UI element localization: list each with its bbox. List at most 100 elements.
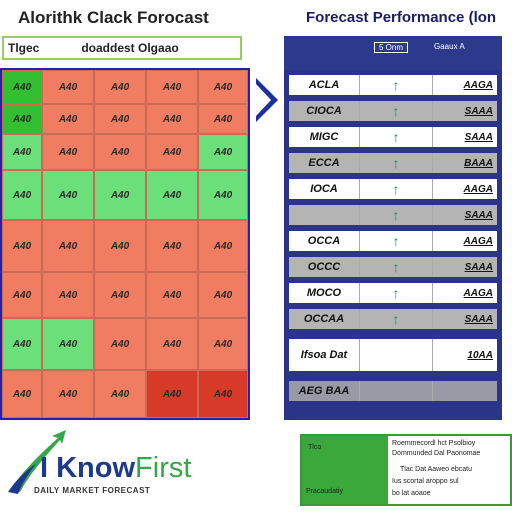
heatmap-cell: A40 <box>42 104 94 134</box>
arrow-up-icon: ↑ <box>392 103 400 119</box>
row-value: SAAA <box>464 261 493 273</box>
row-name: Ifsoa Dat <box>289 339 360 371</box>
row-value: BAAA <box>464 157 493 169</box>
logo-name-main: I Know <box>40 452 136 484</box>
heatmap-cell: A40 <box>2 134 42 170</box>
row-name: CIOCA <box>289 101 360 121</box>
table-row: CIOCA ↑ SAAA <box>288 100 498 122</box>
table-row: OCCA ↑ AAGA <box>288 230 498 252</box>
row-value: SAAA <box>464 313 493 325</box>
row-trend: ↑ <box>360 231 433 251</box>
legend-line: Dommunded Dal Paonomae <box>392 450 481 457</box>
row-value: AAGA <box>463 235 493 247</box>
arrow-up-icon: ↑ <box>392 311 400 327</box>
arrow-up-icon: ↑ <box>392 129 400 145</box>
heatmap-cell: A40 <box>146 70 198 104</box>
heatmap-cell: A40 <box>146 220 198 272</box>
subheader-right-label: doaddest Olgaao <box>81 41 179 55</box>
row-name: ACLA <box>289 75 360 95</box>
arrow-up-icon: ↑ <box>392 207 400 223</box>
logo-name-accent: First <box>135 452 192 484</box>
row-trend: ↑ <box>360 101 433 121</box>
logo-swoosh-icon <box>8 430 66 494</box>
table-row: OCCAA ↑ SAAA <box>288 308 498 330</box>
table-row: MIGC ↑ SAAA <box>288 126 498 148</box>
subheader-left-label: Tlgec <box>8 41 40 55</box>
arrow-up-icon: ↑ <box>392 181 400 197</box>
row-value: AAGA <box>463 79 493 91</box>
performance-table-header: 5 Onm Gaaux A <box>284 36 502 70</box>
legend-green-label: Tlco <box>308 444 322 451</box>
legend-green-panel: Tlco Pracaudatiy <box>302 436 388 504</box>
logo-tagline: DAILY MARKET FORECAST <box>34 486 151 495</box>
row-name: MOCO <box>289 283 360 303</box>
heatmap-cell: A40 <box>42 272 94 318</box>
row-trend <box>360 381 433 401</box>
table-row: ACLA ↑ AAGA <box>288 74 498 96</box>
legend-line: Tlac Dat Aaweo ebcatu <box>400 466 472 473</box>
heatmap-cell: A40 <box>146 272 198 318</box>
algorithm-forecast-title: Alorithk Clack Forocast <box>18 8 209 27</box>
arrow-up-icon: ↑ <box>392 77 400 93</box>
row-name: OCCAA <box>289 309 360 329</box>
heatmap-cell: A40 <box>94 272 146 318</box>
forecast-heatmap: A40 A40 A40 A40 A40 A40 A40 A40 A40 A40 A40 A40 A40 A… <box>0 68 250 420</box>
heatmap-cell: A40 <box>94 70 146 104</box>
heatmap-cell: A40 <box>42 220 94 272</box>
arrow-up-icon: ↑ <box>392 259 400 275</box>
legend-box: Tlco Pracaudatiy Roemmecordl hct Psolbio… <box>300 434 512 506</box>
table-row: ↑ SAAA <box>288 204 498 226</box>
table-row: AEG BAA <box>288 380 498 402</box>
heatmap-cell: A40 <box>2 318 42 370</box>
row-name: OCCA <box>289 231 360 251</box>
heatmap-cell: A40 <box>94 370 146 418</box>
row-name: ECCA <box>289 153 360 173</box>
row-name: AEG BAA <box>289 381 360 401</box>
row-name: OCCC <box>289 257 360 277</box>
heatmap-cell: A40 <box>198 70 248 104</box>
row-name: IOCA <box>289 179 360 199</box>
heatmap-cell: A40 <box>42 370 94 418</box>
row-value: SAAA <box>464 209 493 221</box>
heatmap-cell: A40 <box>42 70 94 104</box>
row-value: SAAA <box>464 105 493 117</box>
legend-line: bo lat aoaoe <box>392 490 431 497</box>
heatmap-cell: A40 <box>94 318 146 370</box>
heatmap-subheader: Tlgec doaddest Olgaao <box>2 36 242 60</box>
heatmap-cell: A40 <box>2 70 42 104</box>
row-trend: ↑ <box>360 75 433 95</box>
legend-line: Ius scortal aroppo sul <box>392 478 459 485</box>
heatmap-cell: A40 <box>42 318 94 370</box>
heatmap-cell: A40 <box>198 104 248 134</box>
row-trend: ↑ <box>360 179 433 199</box>
heatmap-cell: A40 <box>94 220 146 272</box>
table-row: MOCO ↑ AAGA <box>288 282 498 304</box>
heatmap-cell: A40 <box>2 104 42 134</box>
row-trend: ↑ <box>360 127 433 147</box>
arrow-up-icon: ↑ <box>392 155 400 171</box>
row-trend: ↑ <box>360 309 433 329</box>
row-trend <box>360 339 433 371</box>
row-value: SAAA <box>464 131 493 143</box>
table-row: ECCA ↑ BAAA <box>288 152 498 174</box>
table-row: Ifsoa Dat 10AA <box>288 338 498 372</box>
heatmap-cell: A40 <box>42 134 94 170</box>
row-value: AAGA <box>463 183 493 195</box>
table-row: IOCA ↑ AAGA <box>288 178 498 200</box>
logo-wordmark: I KnowFirst <box>40 452 191 485</box>
heatmap-cell: A40 <box>2 370 42 418</box>
row-trend: ↑ <box>360 257 433 277</box>
heatmap-cell: A40 <box>146 170 198 220</box>
table-row: OCCC ↑ SAAA <box>288 256 498 278</box>
heatmap-cell: A40 <box>146 134 198 170</box>
row-trend: ↑ <box>360 283 433 303</box>
header-col-3: Gaaux A <box>434 42 465 51</box>
row-trend: ↑ <box>360 205 433 225</box>
heatmap-cell: A40 <box>198 170 248 220</box>
arrow-up-icon: ↑ <box>392 285 400 301</box>
heatmap-cell: A40 <box>146 318 198 370</box>
heatmap-cell: A40 <box>94 134 146 170</box>
heatmap-cell: A40 <box>198 220 248 272</box>
heatmap-cell: A40 <box>2 220 42 272</box>
row-value: 10AA <box>467 349 493 361</box>
